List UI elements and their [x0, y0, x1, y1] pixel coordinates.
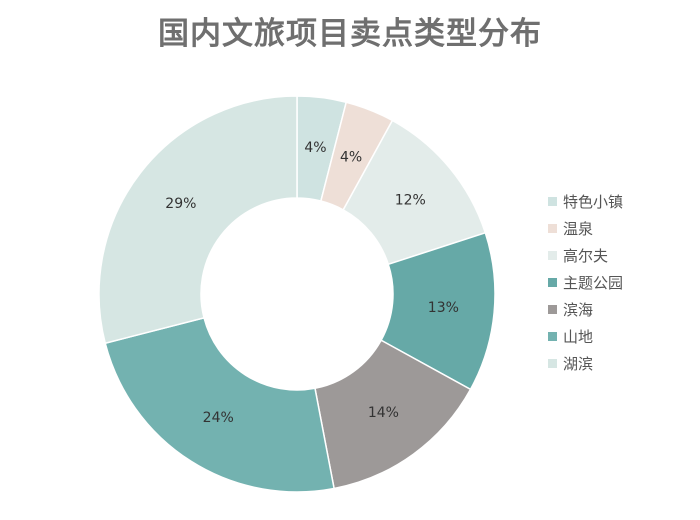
- legend-label: 特色小镇: [563, 193, 624, 211]
- legend-swatch: [548, 332, 557, 341]
- legend-item: 温泉: [548, 215, 698, 242]
- slice-value-label: 24%: [203, 410, 234, 426]
- legend-label: 主题公园: [563, 274, 624, 292]
- slice-value-label: 14%: [368, 405, 399, 421]
- legend-swatch: [548, 197, 557, 206]
- slice-value-label: 29%: [165, 196, 196, 212]
- legend-swatch: [548, 305, 557, 314]
- legend-swatch: [548, 251, 557, 260]
- legend-label: 高尔夫: [563, 247, 609, 265]
- legend-label: 湖滨: [563, 355, 594, 373]
- chart-title: 国内文旅项目卖点类型分布: [158, 16, 542, 52]
- slice-value-label: 12%: [395, 192, 426, 208]
- slice-value-label: 4%: [340, 149, 362, 165]
- legend-item: 山地: [548, 323, 698, 350]
- legend-swatch: [548, 224, 557, 233]
- slice-value-label: 13%: [428, 300, 459, 316]
- legend-item: 滨海: [548, 296, 698, 323]
- legend-item: 特色小镇: [548, 188, 698, 215]
- chart-legend: 特色小镇温泉高尔夫主题公园滨海山地湖滨: [548, 188, 698, 377]
- legend-item: 湖滨: [548, 350, 698, 377]
- legend-label: 滨海: [563, 301, 594, 319]
- donut-slice-7: [98, 95, 298, 345]
- legend-swatch: [548, 278, 557, 287]
- legend-item: 主题公园: [548, 269, 698, 296]
- legend-label: 山地: [563, 328, 594, 346]
- legend-swatch: [548, 359, 557, 368]
- legend-item: 高尔夫: [548, 242, 698, 269]
- donut-slice-6: [104, 316, 335, 493]
- slice-value-label: 4%: [304, 140, 326, 156]
- legend-label: 温泉: [563, 220, 594, 238]
